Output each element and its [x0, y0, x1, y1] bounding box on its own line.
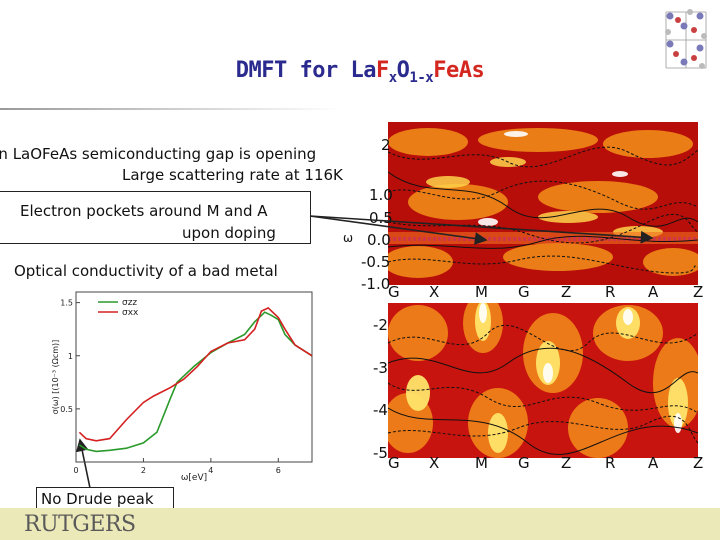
kpoint-label: G	[388, 283, 400, 301]
band-structure-top	[388, 122, 698, 285]
gap-text-line2: Large scattering rate at 116K	[122, 166, 343, 184]
no-drude-text: No Drude peak	[41, 490, 154, 508]
y-tick-label: 1	[68, 352, 73, 361]
rutgers-logo: RUTGERS	[24, 512, 136, 537]
kpoint-label: G	[518, 283, 530, 301]
y-axis-label: σ(ω) [(10⁻³ (Ωcm)]	[51, 340, 60, 415]
band-structure-bottom	[388, 303, 698, 458]
bottom-ytick: -3	[373, 359, 388, 377]
kpoint-label: A	[648, 454, 659, 472]
top-ytick: 0.5	[369, 209, 393, 227]
crystal-structure-icon	[665, 9, 707, 69]
series-line	[78, 306, 313, 442]
plot-frame	[75, 291, 313, 463]
kpoint-label: Z	[561, 283, 572, 301]
kpoint-label: M	[475, 454, 488, 472]
x-tick-label: 4	[208, 466, 213, 475]
gap-text-line1: In LaOFeAs semiconducting gap is opening	[0, 145, 317, 163]
kpoint-label: A	[648, 283, 659, 301]
optical-text: Optical conductivity of a bad metal	[14, 262, 278, 280]
bottom-ytick: -2	[373, 316, 388, 334]
top-ytick: -0.5	[361, 253, 391, 271]
top-ytick: 1.0	[369, 186, 393, 204]
omega-axis-label: ω	[343, 231, 354, 245]
top-ytick: -1.0	[361, 275, 391, 293]
series-line	[78, 311, 313, 453]
x-tick-label: 6	[276, 466, 281, 475]
kpoint-label: X	[429, 454, 440, 472]
y-tick-label: 1.5	[60, 299, 73, 308]
pockets-text-line2: upon doping	[182, 224, 276, 242]
legend-label: σzz	[122, 298, 137, 308]
kpoint-label: Z	[693, 454, 704, 472]
x-tick-label: 2	[141, 466, 146, 475]
slide-title: DMFT for LaFxO1-xFeAs	[235, 58, 485, 86]
kpoint-label: G	[388, 454, 400, 472]
x-tick-label: 0	[73, 466, 78, 475]
kpoint-label: Z	[693, 283, 704, 301]
kpoint-label: Z	[561, 454, 572, 472]
top-ytick: 0.0	[367, 231, 391, 249]
top-ytick: 2	[381, 136, 391, 154]
title-rule	[0, 108, 340, 110]
kpoint-label: R	[605, 283, 616, 301]
x-axis-label: ω[eV]	[181, 473, 207, 483]
legend-label: σxx	[122, 308, 139, 318]
pockets-text-line1: Electron pockets around M and A	[20, 202, 268, 220]
kpoint-label: R	[605, 454, 616, 472]
kpoint-label: M	[475, 283, 488, 301]
y-tick-label: 0.5	[60, 405, 73, 414]
kpoint-label: G	[518, 454, 530, 472]
pockets-callout-box	[0, 191, 311, 244]
kpoint-label: X	[429, 283, 440, 301]
bottom-ytick: -4	[373, 401, 388, 419]
footer-bar	[0, 508, 720, 540]
bottom-ytick: -5	[373, 444, 388, 462]
